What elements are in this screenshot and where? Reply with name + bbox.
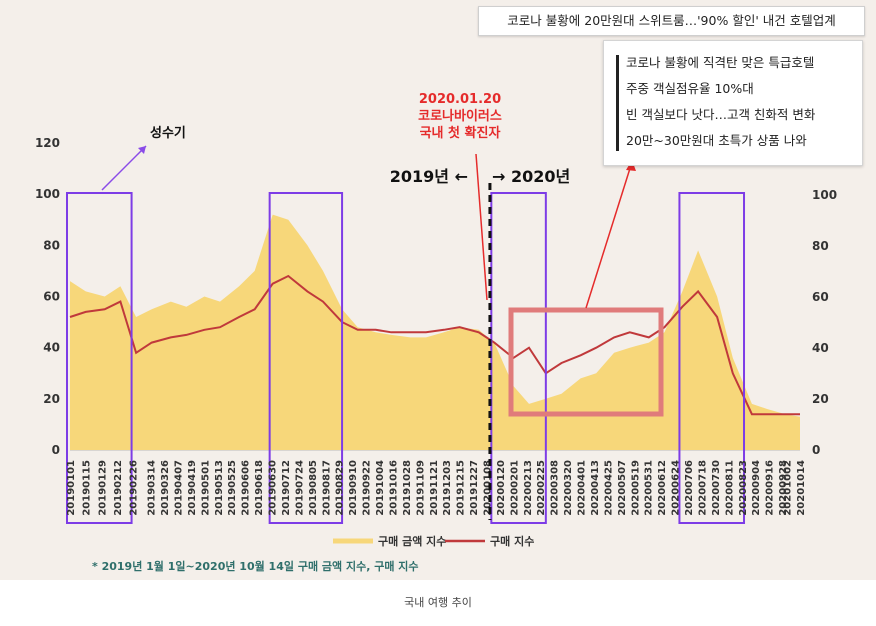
- x-tick-label: 20191109: [415, 460, 426, 516]
- x-tick-label: 20200308: [550, 460, 561, 516]
- quote-lines: 코로나 불황에 직격탄 맞은 특급호텔 주중 객실점유율 10%대 빈 객실보다…: [626, 50, 815, 154]
- y-left-tick-label: 0: [52, 443, 60, 457]
- x-tick-label: 20190501: [200, 460, 211, 516]
- x-tick-label: 20190805: [308, 460, 319, 516]
- first-case-annotation: 국내 첫 확진자: [420, 125, 501, 141]
- x-tick-label: 20190618: [254, 460, 265, 516]
- quote-bar: [616, 55, 619, 151]
- quote-line: 20만~30만원대 초특가 상품 나와: [626, 133, 807, 148]
- news-headline: 코로나 불황에 20만원대 스위트룸…'90% 할인' 내건 호텔업계: [507, 13, 836, 28]
- x-tick-label: 20200531: [644, 460, 655, 516]
- x-tick-label: 20190922: [362, 460, 373, 516]
- x-tick-label: 20200811: [724, 460, 735, 516]
- x-tick-label: 20201002: [783, 460, 794, 516]
- peak-season-box: [66, 192, 133, 524]
- x-tick-label: 20190407: [174, 460, 185, 516]
- first-case-annotation: 코로나바이러스: [418, 108, 502, 124]
- x-tick-label: 20190314: [147, 460, 158, 516]
- x-tick-label: 20200213: [523, 460, 534, 516]
- x-tick-label: 20191004: [375, 460, 386, 516]
- area-series-purchase-amount: [70, 214, 800, 450]
- year-2019-label: 2019년 ←: [390, 167, 468, 186]
- x-tick-label: 20200401: [577, 460, 588, 516]
- x-tick-label: 20200928: [778, 460, 789, 516]
- x-tick-label: 20191121: [429, 460, 440, 516]
- x-tick-label: 20200225: [536, 460, 547, 516]
- y-left-tick-label: 80: [43, 238, 60, 252]
- travel-trend-chart: 0 20 40 60 80 100 120 0 20 40 60 80 100 20190101 20190…: [35, 92, 837, 573]
- x-tick-label: 20200706: [684, 460, 695, 516]
- x-tick-label: 20191215: [456, 460, 467, 516]
- x-tick-label: 20190101: [66, 460, 77, 516]
- peak-season-box: [678, 192, 746, 524]
- legend-label-line: 구매 지수: [490, 534, 534, 548]
- x-tick-label: 20200120: [496, 460, 507, 516]
- peak-season-box: [268, 192, 344, 524]
- peak-season-arrow: [101, 145, 147, 191]
- x-tick-label: 20190817: [321, 460, 332, 516]
- y-right-tick-label: 60: [812, 290, 829, 304]
- x-tick-label: 20201014: [796, 460, 807, 516]
- x-tick-label: 20200413: [590, 460, 601, 516]
- year-2020-label: → 2020년: [492, 167, 570, 186]
- footnote: * 2019년 1월 1일~2020년 10월 14일 구매 금액 지수, 구매…: [92, 559, 419, 573]
- x-tick-label: 20191203: [442, 460, 453, 516]
- x-tick-label: 20200201: [509, 460, 520, 516]
- peak-season-label: 성수기: [150, 126, 186, 141]
- x-tick-label: 20190129: [97, 460, 108, 516]
- x-tick-label: 20191227: [469, 460, 480, 516]
- y-right-tick-label: 80: [812, 239, 829, 253]
- x-tick-label: 20200823: [738, 460, 749, 516]
- quote-line: 코로나 불황에 직격탄 맞은 특급호텔: [626, 55, 815, 70]
- x-tick-label: 20200519: [630, 460, 641, 516]
- y-left-tick-label: 120: [35, 136, 60, 150]
- x-tick-label: 20190829: [335, 460, 346, 516]
- x-tick-label: 20190525: [227, 460, 238, 516]
- x-tick-label: 20191016: [389, 460, 400, 516]
- x-tick-label: 20191028: [402, 460, 413, 516]
- x-tick-label: 20200916: [765, 460, 776, 516]
- y-right-tick-label: 100: [812, 188, 837, 202]
- x-tick-label: 20200320: [563, 460, 574, 516]
- chart-figure: 0 20 40 60 80 100 120 0 20 40 60 80 100 20190101 20190…: [0, 0, 876, 580]
- x-tick-label: 20200612: [657, 460, 668, 516]
- x-tick-label: 20190724: [294, 460, 305, 516]
- quote-line: 빈 객실보다 낫다…고객 친화적 변화: [626, 107, 816, 122]
- x-tick-label: 20190212: [113, 460, 124, 516]
- x-tick-label: 20200108: [483, 460, 494, 516]
- x-tick-label: 20190115: [82, 460, 93, 516]
- legend-label-area: 구매 금액 지수: [378, 534, 446, 548]
- y-right-tick-label: 40: [812, 341, 829, 355]
- x-tick-label: 20200624: [671, 460, 682, 516]
- x-tick-label: 20190606: [241, 460, 252, 516]
- y-right-tick-label: 20: [812, 392, 829, 406]
- x-tick-label: 20200425: [603, 460, 614, 516]
- x-tick-label: 20190630: [268, 460, 279, 516]
- x-tick-label: 20200904: [751, 460, 762, 516]
- first-case-arrow: [475, 153, 488, 301]
- y-right-tick-label: 0: [812, 443, 820, 457]
- x-tick-label: 20190910: [348, 460, 359, 516]
- news-summary-box: 코로나 불황에 직격탄 맞은 특급호텔 주중 객실점유율 10%대 빈 객실보다…: [603, 40, 863, 166]
- focus-to-news-arrow: [585, 161, 633, 309]
- peak-season-arrowhead: [138, 146, 146, 154]
- quote-line: 주중 객실점유율 10%대: [626, 81, 754, 96]
- x-tick-label: 20200730: [711, 460, 722, 516]
- y-left-tick-label: 40: [43, 341, 60, 355]
- x-tick-label: 20190712: [281, 460, 292, 516]
- x-tick-label: 20190326: [160, 460, 171, 516]
- y-left-tick-label: 60: [43, 290, 60, 304]
- x-tick-label: 20190513: [214, 460, 225, 516]
- y-left-tick-label: 20: [43, 392, 60, 406]
- figure-caption: 국내 여행 추이: [404, 596, 472, 609]
- x-tick-label: 20190419: [187, 460, 198, 516]
- y-left-tick-label: 100: [35, 187, 60, 201]
- news-headline-box: 코로나 불황에 20만원대 스위트룸…'90% 할인' 내건 호텔업계: [478, 6, 865, 36]
- x-tick-label: 20200507: [617, 460, 628, 516]
- pandemic-period-box: [508, 307, 664, 417]
- x-tick-label: 20190226: [129, 460, 140, 516]
- first-case-annotation: 2020.01.20: [419, 92, 501, 107]
- x-tick-label: 20200718: [698, 460, 709, 516]
